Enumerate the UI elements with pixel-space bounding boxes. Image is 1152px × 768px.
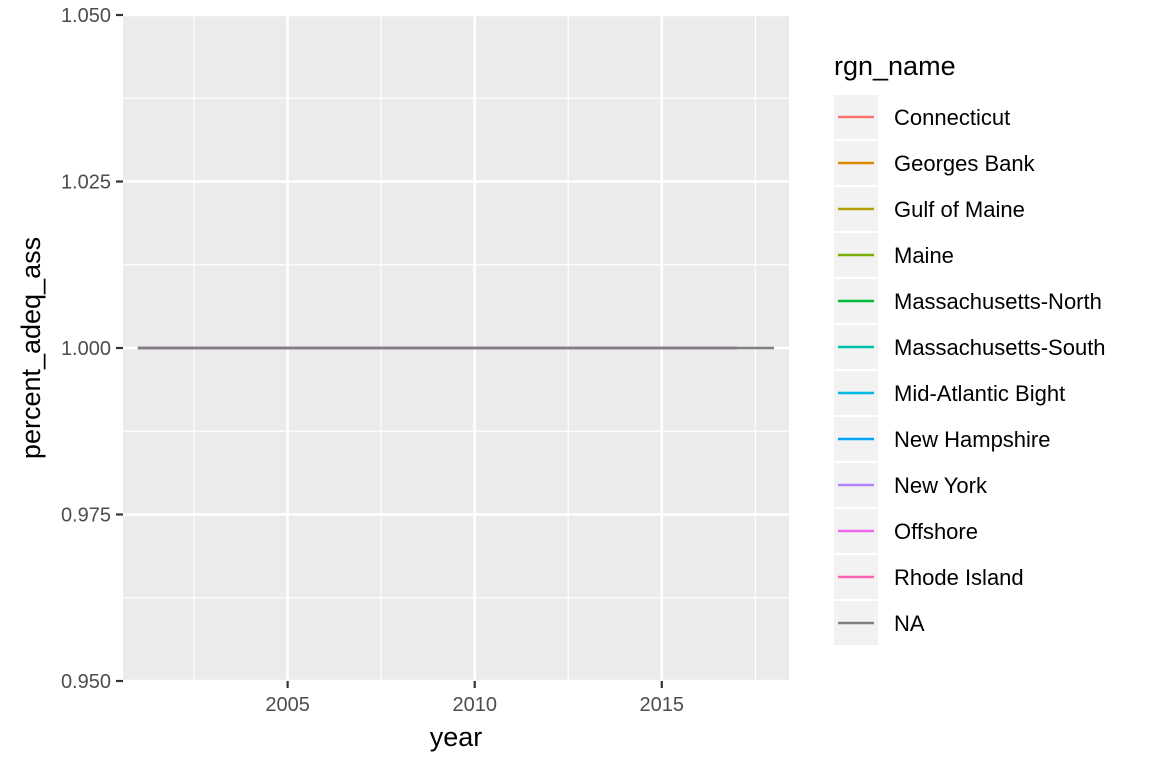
y-tick-label: 1.050 <box>61 5 111 27</box>
x-axis: 2005 2010 2015 <box>265 681 684 716</box>
legend-title: rgn_name <box>834 51 956 81</box>
legend-label: Offshore <box>894 519 978 544</box>
x-tick-label: 2005 <box>265 694 310 716</box>
legend-label: New York <box>894 473 988 498</box>
legend-label: Gulf of Maine <box>894 197 1025 222</box>
x-tick-label: 2015 <box>640 694 685 716</box>
legend-label: Mid-Atlantic Bight <box>894 381 1065 406</box>
x-tick-label: 2010 <box>452 694 497 716</box>
legend-label: Massachusetts-South <box>894 335 1106 360</box>
legend-label: Maine <box>894 243 954 268</box>
legend-label: Connecticut <box>894 105 1010 130</box>
legend-label: New Hampshire <box>894 427 1051 452</box>
legend-label: NA <box>894 611 925 636</box>
legend-label: Rhode Island <box>894 565 1024 590</box>
legend-label: Georges Bank <box>894 151 1036 176</box>
legend: rgn_name Connecticut Georges Bank Gulf of … <box>834 51 1106 645</box>
y-tick-label: 1.000 <box>61 338 111 360</box>
y-tick-label: 0.950 <box>61 671 111 693</box>
legend-label: Massachusetts-North <box>894 289 1102 314</box>
y-axis-title: percent_adeq_ass <box>16 237 46 459</box>
y-tick-label: 0.975 <box>61 505 111 527</box>
x-axis-title: year <box>430 722 483 752</box>
y-tick-label: 1.025 <box>61 172 111 194</box>
y-axis: 0.950 0.975 1.000 1.025 1.050 <box>61 5 123 693</box>
